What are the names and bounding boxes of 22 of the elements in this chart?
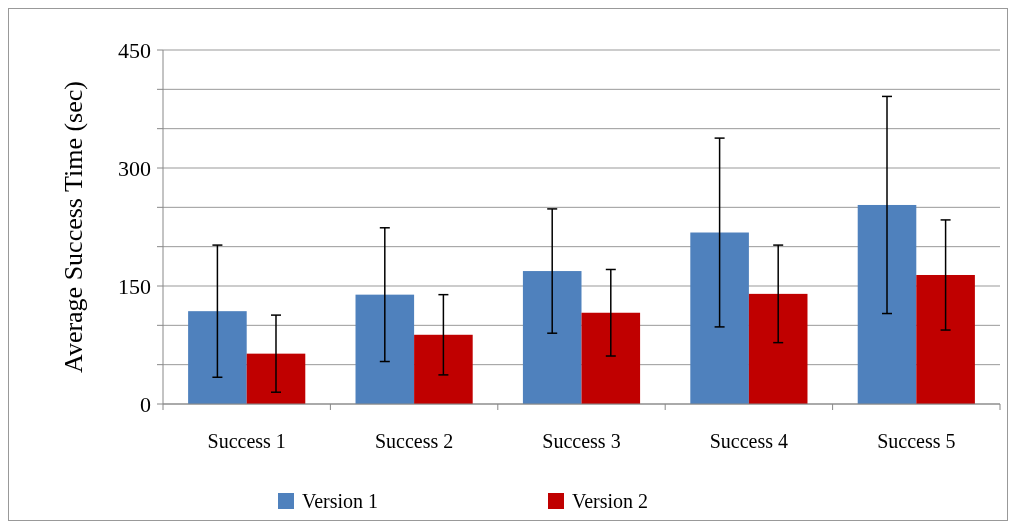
x-tick-label: Success 3: [542, 430, 621, 452]
x-tick-label: Success 1: [207, 430, 286, 452]
bar: [355, 294, 415, 404]
x-tick-label: Success 5: [877, 430, 956, 452]
bar: [748, 293, 808, 404]
legend-label: Version 2: [572, 490, 649, 512]
bar: [188, 311, 247, 404]
bar: [246, 353, 306, 404]
bar: [916, 274, 975, 404]
bar: [414, 334, 473, 404]
bar: [857, 204, 917, 404]
x-tick-label: Success 2: [374, 430, 454, 452]
x-tick-label: Success 4: [709, 430, 789, 452]
y-tick-label: 450: [118, 37, 151, 63]
y-axis-title: Average Success Time (sec): [59, 81, 88, 373]
bar: [522, 271, 582, 404]
y-tick-label: 0: [140, 391, 151, 417]
y-tick-label: 300: [118, 155, 151, 181]
y-tick-label: 150: [118, 273, 151, 299]
bar: [690, 232, 749, 404]
bar: [581, 312, 641, 404]
legend-label: Version 1: [302, 490, 379, 512]
